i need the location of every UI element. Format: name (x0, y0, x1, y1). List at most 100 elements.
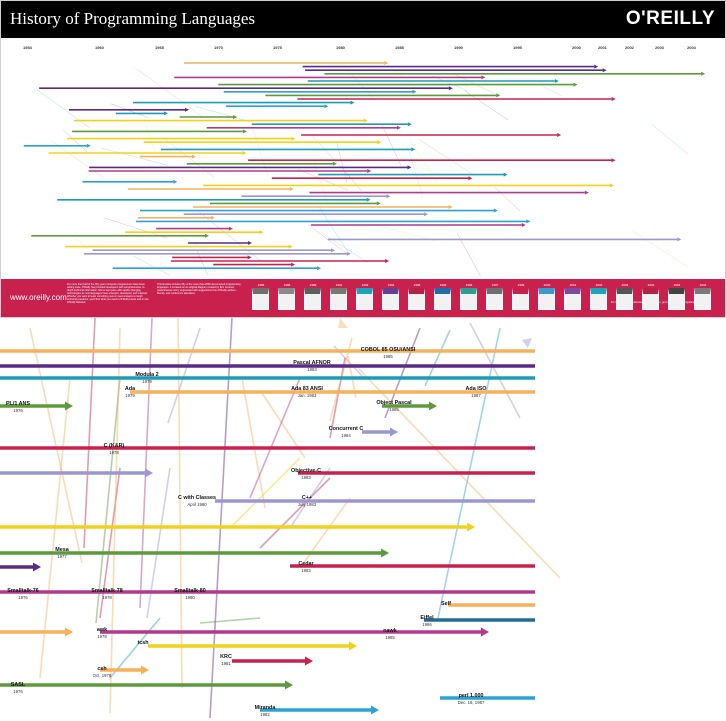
lineage-connector (199, 617, 261, 624)
book-cover[interactable]: 2003 (613, 282, 637, 314)
poster-arrowhead (448, 205, 453, 209)
lineage-arrowhead (381, 548, 389, 558)
poster-title: History of Programming Languages (10, 9, 256, 28)
language-date: 1987 (471, 393, 481, 398)
book-cover[interactable]: 1996 (431, 282, 455, 314)
poster-connector (432, 76, 468, 91)
poster-arrowhead (291, 136, 296, 141)
book-cover[interactable]: 1994 (379, 282, 403, 314)
language-date: Jan. 1983 (298, 393, 317, 398)
book-year: 1993 (361, 283, 369, 287)
book-cover[interactable]: 1999 (509, 282, 533, 314)
poster-arrowhead (503, 172, 508, 177)
book-year: 2001 (569, 283, 577, 287)
lineage-connector (83, 318, 96, 549)
book-cover[interactable]: 2000 (535, 282, 559, 314)
poster-connector (494, 186, 521, 212)
book-cover[interactable]: 2004 (639, 282, 663, 314)
poster-arrowhead (376, 201, 381, 206)
language-node[interactable]: C (K&R)1978 (104, 443, 125, 455)
language-date: 1981 (221, 661, 231, 666)
lineage-arrowhead (390, 427, 398, 437)
year-label: 2001 (598, 45, 607, 50)
book-cover[interactable]: 1995 (405, 282, 429, 314)
book-cover-art (330, 288, 347, 310)
poster-arrowhead (163, 111, 168, 116)
poster-arrowhead (468, 176, 473, 181)
poster-connector (336, 141, 348, 183)
poster-arrowhead (594, 64, 599, 69)
poster-arrowhead (232, 115, 237, 119)
book-cover-art (382, 288, 399, 310)
poster-arrowhead (288, 244, 293, 249)
poster-arrowhead (557, 133, 562, 137)
book-cover-art (668, 288, 685, 310)
book-year: 2002 (595, 283, 603, 287)
book-cover[interactable]: 2002 (587, 282, 611, 314)
poster-connector (632, 230, 688, 267)
poster-connector (310, 226, 348, 255)
year-label: 2003 (655, 45, 664, 50)
book-cover[interactable]: 2001 (561, 282, 585, 314)
book-cover-art (252, 288, 269, 310)
language-name: Smalltalk-76 (7, 588, 38, 594)
lineage-arrowhead (65, 627, 73, 637)
language-node[interactable]: C++July 1983 (298, 495, 317, 507)
book-cover[interactable]: 1997 (483, 282, 507, 314)
book-cover[interactable]: 1991 (327, 282, 351, 314)
book-year: 1989 (309, 283, 317, 287)
language-date: 1976 (13, 689, 23, 694)
lineage-arrowhead (65, 401, 73, 411)
book-cover[interactable]: 1988 (275, 282, 299, 314)
language-node[interactable]: Self (441, 601, 451, 607)
year-label: 1960 (95, 45, 104, 50)
year-label: 1985 (395, 45, 404, 50)
footer-blurb: For more than half of the fifty years co… (67, 283, 149, 304)
language-name: Smalltalk-80 (174, 588, 205, 594)
book-cover[interactable]: 1993 (353, 282, 377, 314)
language-date: 1976 (18, 595, 28, 600)
poster-arrowhead (173, 179, 178, 184)
poster-arrowhead (291, 262, 296, 267)
lineage-arrowhead (371, 705, 379, 715)
poster-arrowhead (367, 169, 372, 173)
book-cover[interactable]: 1989 (301, 282, 325, 314)
footer-url[interactable]: www.oreilly.com (10, 293, 67, 302)
poster-arrowhead (496, 93, 501, 98)
book-cover-art (304, 288, 321, 310)
book-year: 1991 (335, 283, 343, 287)
book-cover[interactable]: 2004 (691, 282, 715, 314)
book-cover[interactable]: 1996 (457, 282, 481, 314)
poster-arrowhead (242, 129, 247, 134)
year-label: 2004 (687, 45, 696, 50)
language-date: 1985 (389, 407, 399, 412)
language-node[interactable]: tcsh (137, 640, 148, 646)
book-cover[interactable]: 1986 (249, 282, 273, 314)
lineage-arrowhead (33, 562, 41, 572)
book-cover[interactable]: 2004 (665, 282, 689, 314)
